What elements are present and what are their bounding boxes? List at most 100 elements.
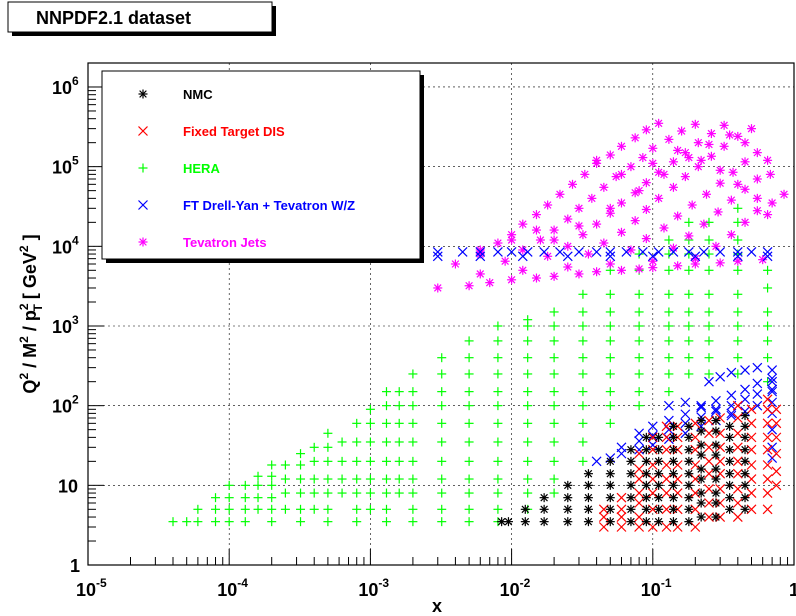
data-point: [634, 448, 645, 459]
data-point: [641, 178, 651, 188]
ylabel-sup-q: 2: [17, 373, 31, 380]
data-point: [323, 517, 333, 527]
marker-stroke: [605, 247, 616, 257]
data-point: [503, 517, 513, 527]
marker-stroke: [635, 186, 643, 195]
legend-marker: [138, 89, 148, 99]
data-point: [661, 460, 672, 470]
data-point: [365, 456, 375, 466]
marker-stroke: [627, 493, 635, 502]
y-axis-label: Q2 / M2 / p2T [ GeV2 ]: [17, 234, 45, 393]
marker-stroke: [518, 246, 527, 254]
data-point: [663, 400, 674, 411]
data-point: [680, 172, 690, 182]
data-point: [578, 289, 588, 299]
data-point: [549, 369, 559, 379]
plot-frame: [87, 62, 795, 566]
marker-stroke: [556, 190, 564, 199]
marker-stroke: [637, 247, 648, 257]
marker-stroke: [654, 119, 663, 128]
marker-stroke: [720, 121, 728, 130]
data-point: [758, 255, 768, 265]
marker-stroke: [697, 465, 705, 473]
data-point: [638, 153, 648, 163]
ylabel-q: Q: [20, 380, 40, 394]
marker-stroke: [711, 406, 721, 417]
marker-stroke: [634, 474, 645, 484]
marker-stroke: [711, 404, 721, 415]
data-point: [664, 289, 674, 299]
data-point: [432, 251, 443, 262]
data-point: [574, 269, 584, 279]
data-point: [309, 474, 319, 484]
marker-stroke: [627, 162, 635, 171]
marker-stroke: [517, 251, 528, 262]
marker-stroke: [685, 505, 693, 514]
data-point: [733, 179, 743, 189]
data-point: [598, 512, 609, 522]
data-point: [433, 283, 443, 293]
data-point: [523, 474, 533, 484]
marker-stroke: [669, 422, 678, 431]
marker-stroke: [465, 281, 473, 290]
data-point: [732, 456, 743, 467]
marker-stroke: [669, 481, 678, 490]
data-point: [684, 469, 694, 479]
data-point: [626, 245, 636, 255]
marker-stroke: [669, 517, 678, 526]
marker-stroke: [581, 170, 589, 179]
data-point: [704, 336, 714, 346]
marker-stroke: [780, 190, 788, 199]
data-point: [616, 198, 626, 208]
data-point: [696, 464, 706, 474]
y-tick-base: 10: [52, 158, 72, 178]
data-point: [605, 517, 615, 527]
marker-stroke: [669, 183, 678, 192]
data-point: [668, 432, 678, 442]
data-point: [523, 353, 533, 363]
data-point: [605, 247, 616, 257]
data-point: [696, 498, 706, 508]
data-point: [696, 416, 706, 426]
data-point: [381, 437, 391, 447]
marker-stroke: [704, 415, 714, 426]
marker-stroke: [732, 484, 743, 494]
marker-stroke: [617, 142, 626, 151]
data-point: [726, 230, 736, 240]
data-point: [493, 418, 503, 428]
data-point: [598, 522, 609, 532]
data-point: [654, 517, 664, 527]
data-point: [605, 251, 616, 262]
marker-stroke: [606, 505, 615, 514]
marker-stroke: [575, 204, 583, 213]
marker-stroke: [660, 224, 668, 232]
series-nmc: [497, 411, 750, 527]
marker-stroke: [697, 441, 705, 449]
marker-stroke: [642, 126, 651, 134]
data-point: [668, 493, 678, 503]
data-point: [365, 404, 375, 414]
data-point: [464, 281, 474, 291]
data-point: [763, 283, 773, 293]
y-tick-label: 103: [52, 313, 79, 337]
data-point: [715, 258, 725, 268]
marker-stroke: [617, 170, 626, 179]
marker-stroke: [518, 266, 527, 275]
marker-stroke: [771, 432, 782, 443]
data-point: [762, 488, 773, 498]
data-point: [733, 321, 743, 331]
data-point: [647, 251, 658, 262]
data-point: [634, 307, 644, 317]
data-point: [240, 480, 250, 490]
data-point: [659, 169, 669, 179]
marker-stroke: [715, 442, 726, 453]
data-point: [464, 418, 474, 428]
data-point: [762, 418, 773, 429]
marker-stroke: [711, 395, 721, 406]
marker-stroke: [725, 469, 734, 478]
data-point: [323, 456, 333, 466]
data-point: [475, 269, 485, 279]
data-point: [668, 456, 678, 466]
data-point: [641, 517, 651, 527]
data-point: [647, 460, 658, 470]
